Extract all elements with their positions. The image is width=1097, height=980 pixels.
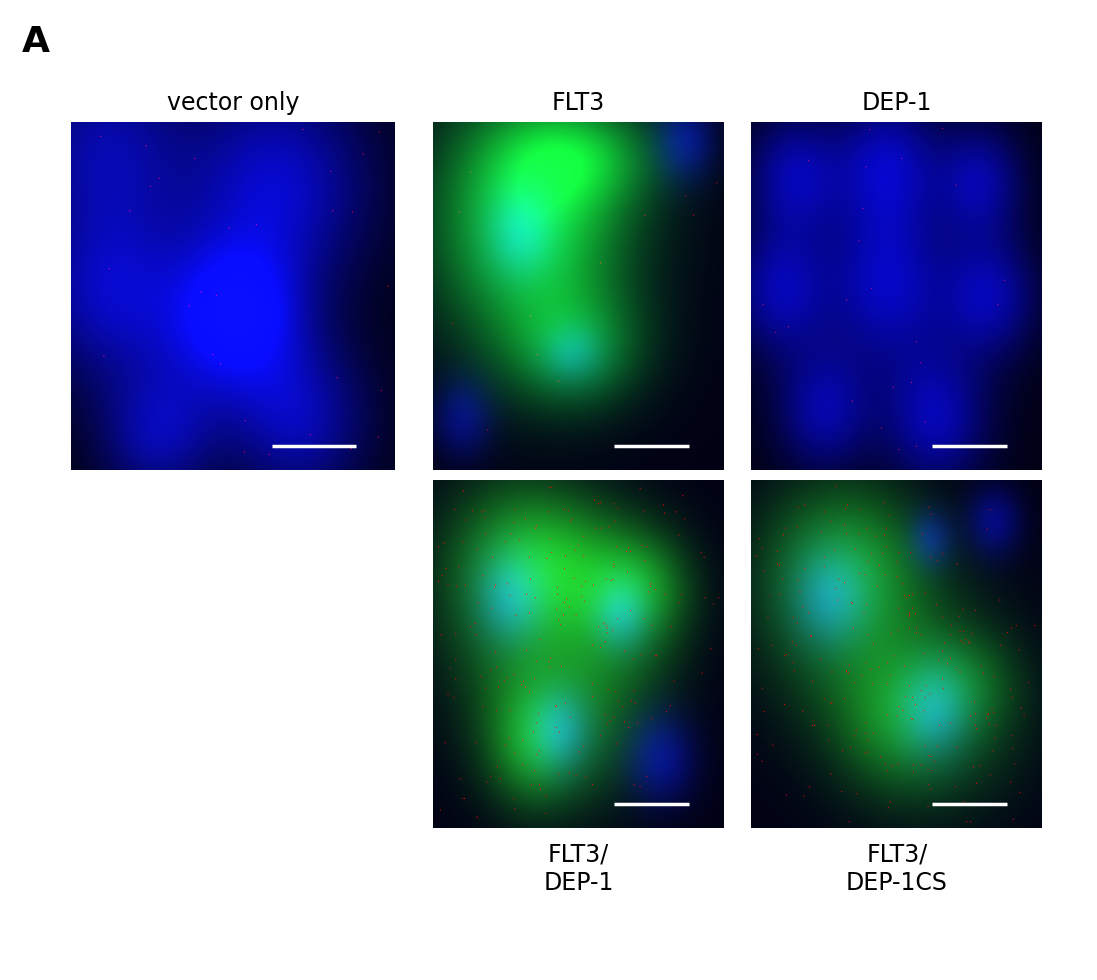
Text: FLT3: FLT3 [552, 91, 606, 115]
Text: vector only: vector only [167, 91, 299, 115]
Text: DEP-1: DEP-1 [861, 91, 932, 115]
Text: A: A [22, 24, 50, 59]
Text: FLT3/
DEP-1: FLT3/ DEP-1 [543, 843, 614, 895]
Text: FLT3/
DEP-1CS: FLT3/ DEP-1CS [846, 843, 948, 895]
